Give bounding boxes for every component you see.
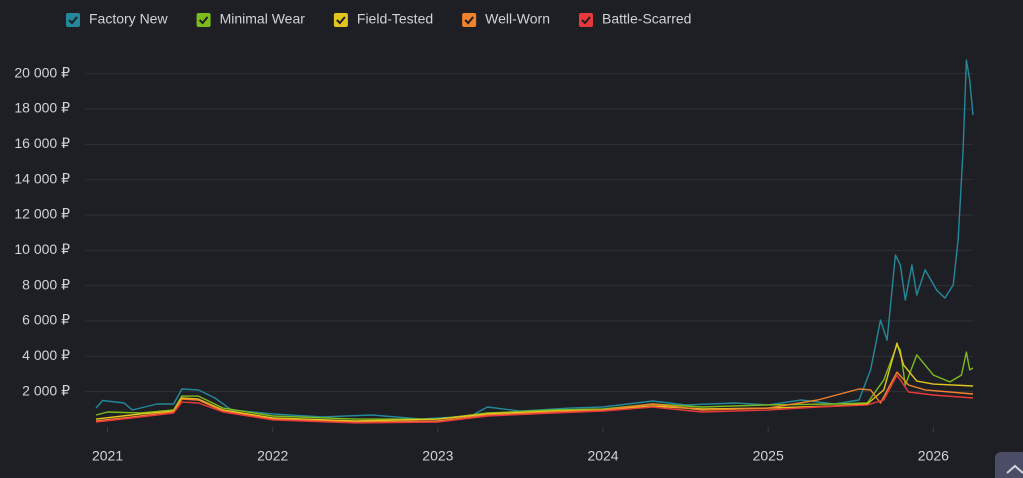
x-tick-label: 2022 [257,448,288,464]
legend-checkbox[interactable] [66,13,80,27]
y-tick-label: 8 000 ₽ [22,276,70,292]
legend-label[interactable]: Factory New [89,11,168,27]
legend-item[interactable]: Well-Worn [462,11,550,27]
legend-item[interactable]: Battle-Scarred [578,11,691,27]
y-tick-label: 18 000 ₽ [14,100,70,116]
legend-checkbox[interactable] [578,13,593,27]
series-line [95,371,974,423]
legend-label[interactable]: Well-Worn [485,11,550,27]
x-tick-label: 2024 [587,448,618,464]
grid [85,73,973,393]
y-tick-label: 10 000 ₽ [14,241,70,257]
y-tick-label: 6 000 ₽ [22,312,70,328]
series-line [95,374,974,424]
legend: Factory New Minimal Wear Field-Tested Well-… [66,11,691,27]
x-tick-label: 2023 [422,448,453,464]
legend-item[interactable]: Minimal Wear [196,11,306,27]
legend-checkbox[interactable] [196,13,211,27]
axes: 2 000 ₽ 4 000 ₽ 6 000 ₽ 8 000 ₽ 10 000 ₽ 12 0… [14,64,949,463]
scroll-button-icon [1006,464,1023,474]
legend-check [581,16,591,25]
legend-label[interactable]: Battle-Scarred [602,11,691,27]
y-tick-label: 14 000 ₽ [14,170,70,186]
x-tick-label: 2026 [918,448,949,464]
legend-checkbox[interactable] [333,13,348,27]
legend-label[interactable]: Field-Tested [357,11,433,27]
y-tick-label: 12 000 ₽ [14,206,70,222]
scroll-button[interactable] [995,452,1023,478]
y-tick-label: 4 000 ₽ [22,347,70,363]
series-line [95,59,974,420]
legend-check [68,16,78,25]
legend-checkbox[interactable] [462,13,477,27]
y-tick-label: 2 000 ₽ [22,382,70,398]
x-tick-label: 2025 [753,448,784,464]
legend-item[interactable]: Field-Tested [333,11,433,27]
x-tick-label: 2021 [92,448,123,464]
legend-label[interactable]: Minimal Wear [220,11,306,27]
plot-area [95,59,974,424]
y-tick-label: 20 000 ₽ [14,64,70,80]
scroll-button-bg[interactable] [995,452,1023,478]
y-tick-label: 16 000 ₽ [14,135,70,151]
legend-check [464,16,474,25]
legend-check [336,16,346,25]
legend-item[interactable]: Factory New [66,11,168,27]
series-line [95,344,974,420]
legend-check [198,16,209,25]
